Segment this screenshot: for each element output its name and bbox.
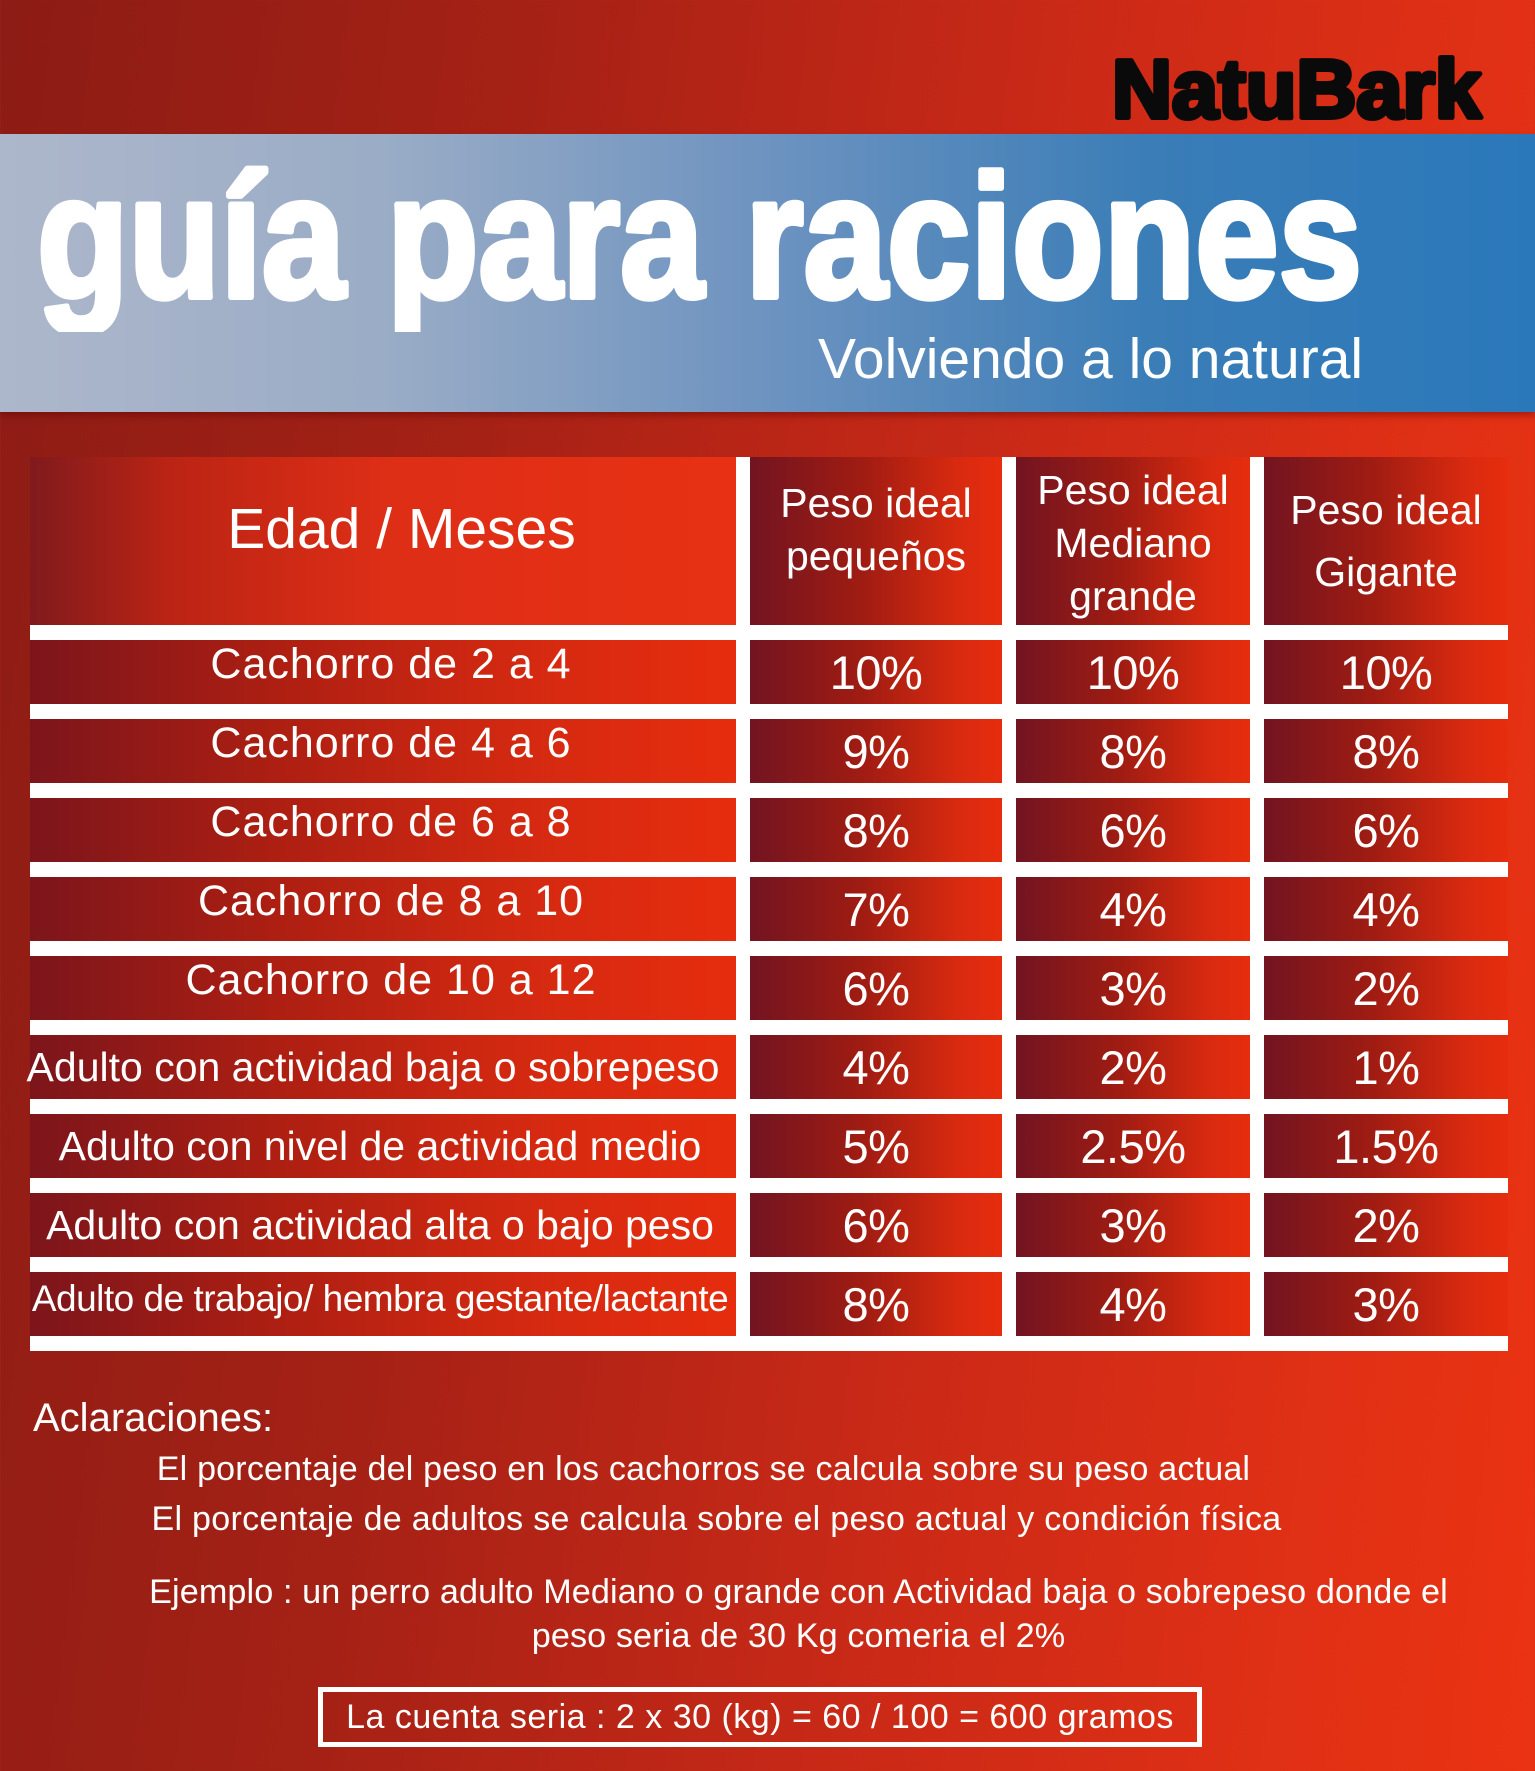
svg-text:NatuBark: NatuBark [1112, 43, 1482, 135]
svg-text:guía para raciones: guía para raciones [37, 140, 1362, 332]
